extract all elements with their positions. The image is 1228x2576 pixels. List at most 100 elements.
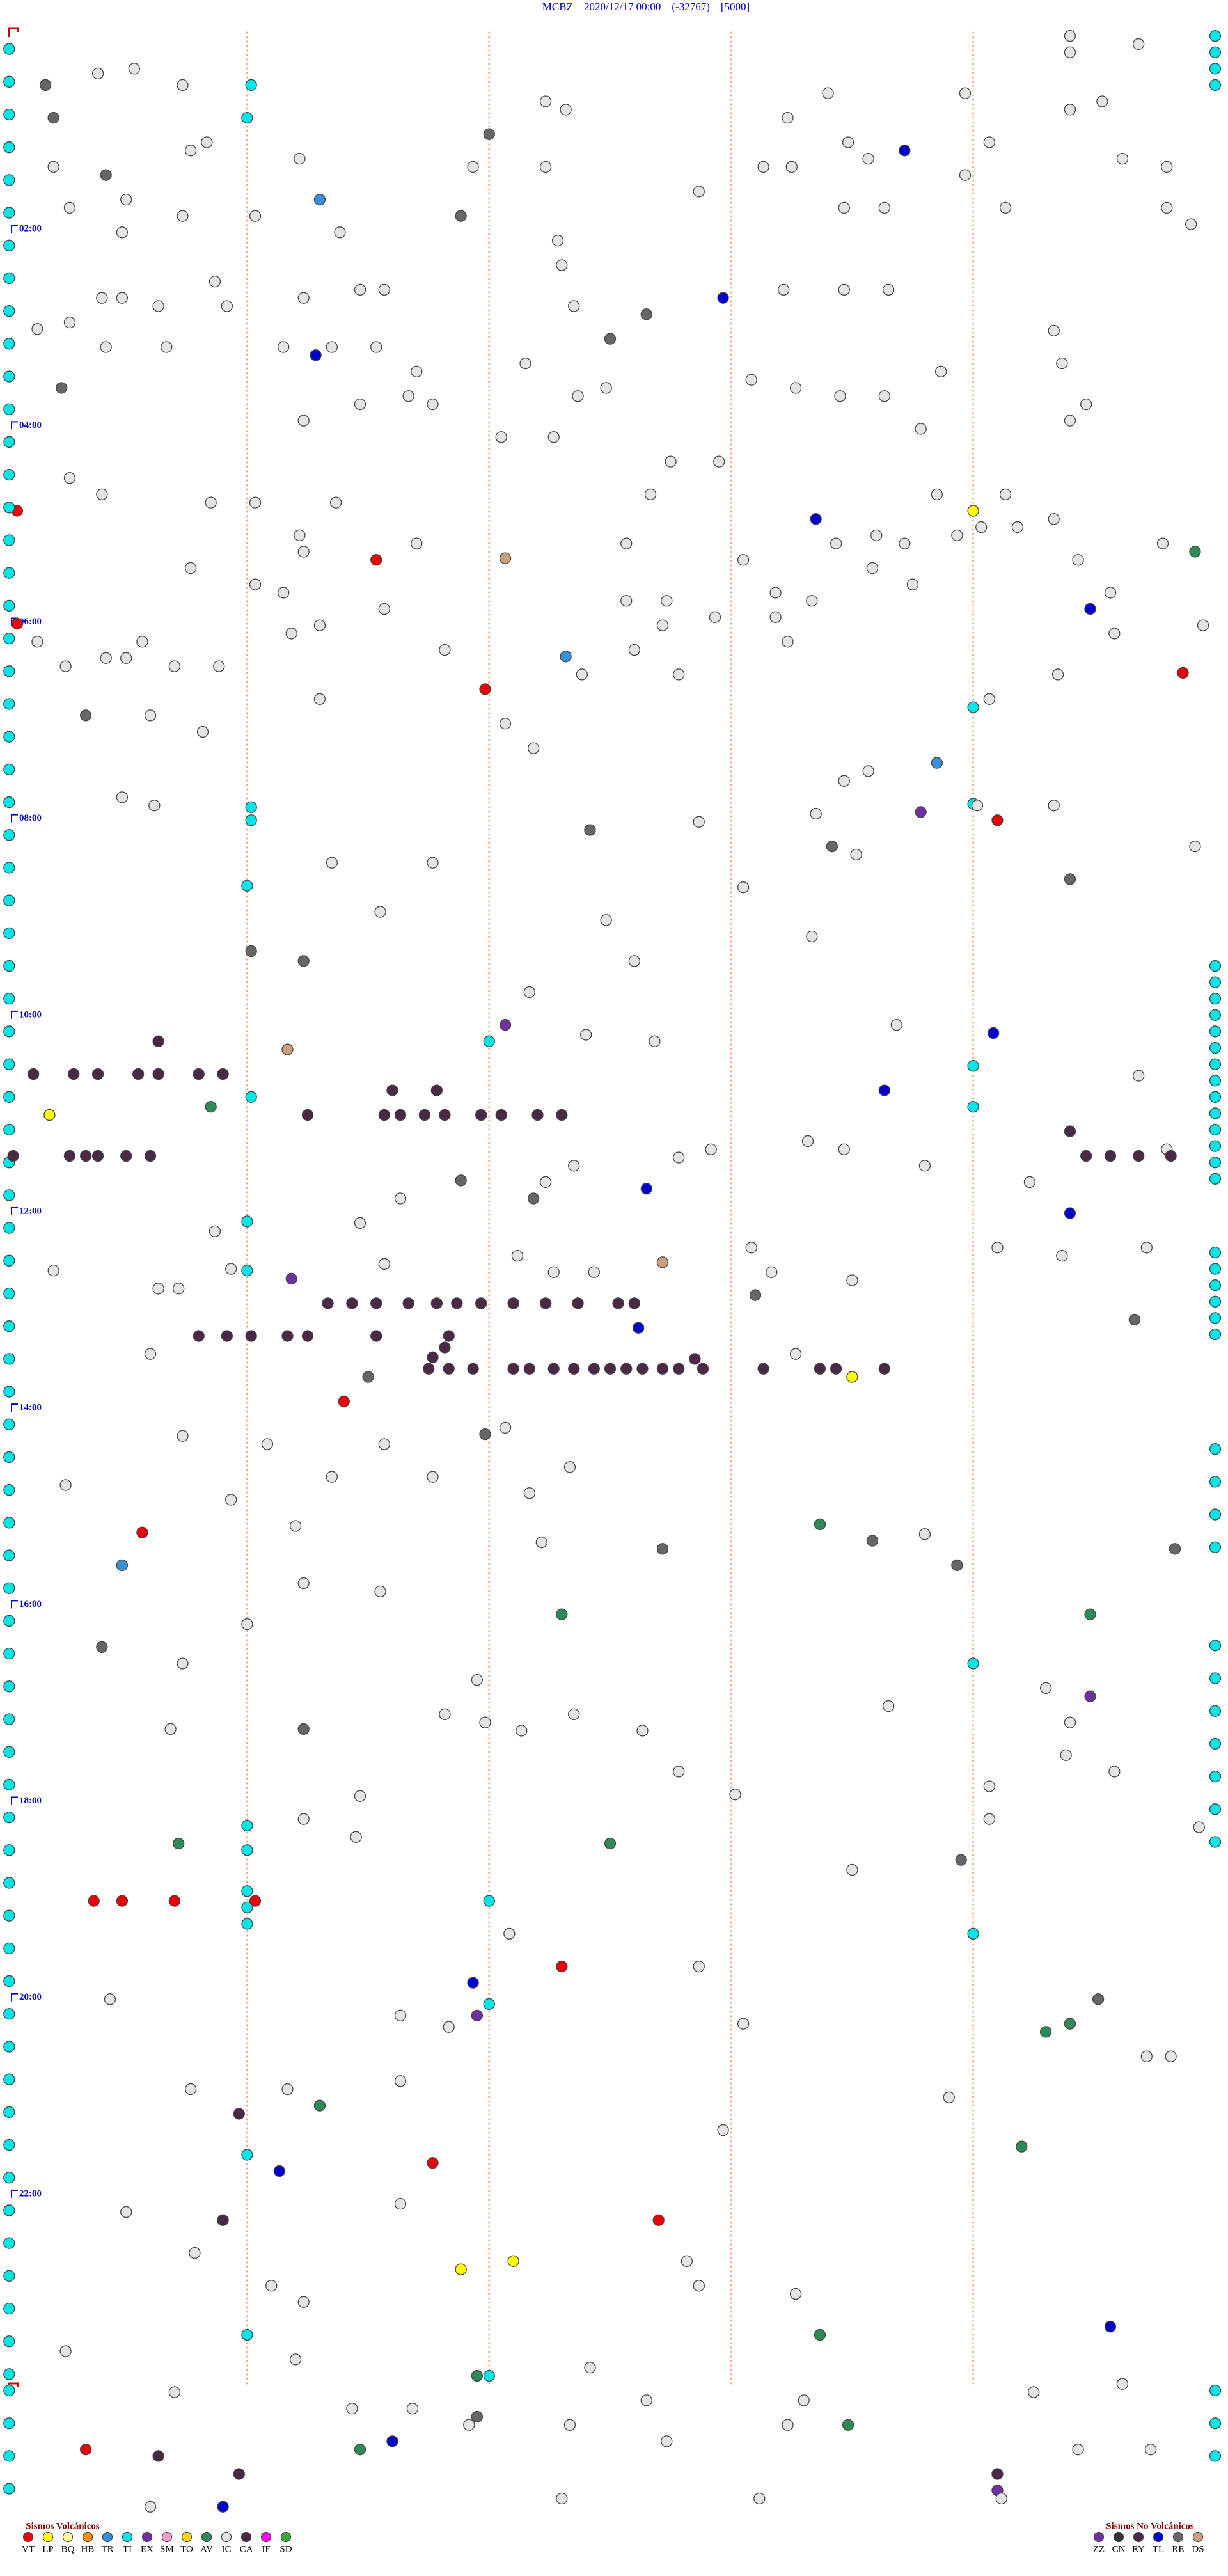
day-start-bracket [8,27,19,37]
event-point [915,806,927,818]
event-point [3,1778,15,1791]
event-point [846,1863,858,1876]
event-point [177,79,189,91]
event-point [189,2247,201,2259]
event-point [3,2483,15,2495]
event-point [523,1363,536,1375]
event-point [673,1363,685,1375]
event-point [519,357,531,370]
event-point [1209,1672,1222,1684]
event-point [402,390,414,402]
event-point [394,2009,407,2021]
event-point [241,2328,253,2341]
event-point [3,43,15,55]
event-point [568,1160,580,1172]
event-point [439,644,451,656]
event-point [693,1960,705,1973]
tick-bracket [11,225,18,233]
event-point [168,660,181,672]
legend-label: BQ [61,2544,75,2554]
event-point [241,1215,253,1228]
event-point [294,152,306,165]
event-point [116,292,129,304]
event-point [177,210,189,222]
event-point [301,1109,314,1121]
event-point [3,436,15,448]
event-point [177,1430,189,1442]
event-point [116,226,129,239]
tick-bracket [11,421,18,430]
event-point [3,1025,15,1038]
event-point [483,1895,495,1907]
event-point [354,2444,366,2456]
event-point [120,2206,132,2218]
event-point [547,1266,560,1278]
event-point [205,1101,217,1113]
event-point [749,1289,762,1301]
event-point [3,1517,15,1529]
event-point [1209,1058,1222,1070]
event-point [467,1363,479,1375]
legend-swatch [1192,2531,1204,2543]
legend-swatch [240,2531,252,2543]
legend-label: VT [22,2544,35,2554]
event-point [91,67,104,80]
legend-label: TR [101,2544,113,2554]
event-point [1165,2050,1177,2062]
event-point [217,2501,229,2513]
event-point [1209,29,1222,42]
event-point [241,1819,253,1832]
event-point [394,1109,407,1121]
tick-bracket [11,2189,18,2198]
legend-swatch [260,2531,272,2543]
legend-label: TL [1153,2544,1164,2554]
event-point [241,1901,253,1914]
event-point [3,1877,15,1889]
event-point [878,1363,891,1375]
event-point [3,1680,15,1693]
legend-swatch [1113,2531,1124,2543]
event-point [225,1263,237,1275]
event-point [556,2492,568,2505]
event-point [3,468,15,481]
event-point [1165,1150,1177,1162]
event-point [297,292,310,304]
event-point [547,1363,560,1375]
legend-label: CA [240,2544,253,2554]
event-point [411,365,423,378]
event-point [999,201,1012,214]
event-point [1209,63,1222,75]
event-point [640,1183,652,1195]
event-point [11,617,24,630]
event-point [3,1549,15,1561]
event-point [1064,1125,1076,1137]
legend-label: ZZ [1093,2544,1105,2554]
legend-swatch [122,2531,133,2543]
event-point [1161,201,1173,214]
event-point [63,1150,76,1162]
event-point [1177,667,1189,679]
legend-label: LP [42,2544,54,2554]
event-point [983,1813,995,1825]
legend-label: TI [123,2544,132,2554]
event-point [221,1330,233,1342]
event-point [294,529,306,541]
event-point [830,1363,842,1375]
event-point [241,2149,253,2161]
event-point [196,725,209,738]
event-point [1072,554,1084,566]
event-point [100,169,112,181]
event-point [983,693,995,705]
event-point [350,1831,362,1843]
event-point [144,2501,157,2513]
event-point [120,652,132,664]
event-point [354,1790,366,1802]
event-point [1209,1803,1222,1815]
event-point [144,709,157,722]
event-point [249,578,262,590]
legend-label: DS [1192,2544,1204,2554]
event-point [378,603,390,615]
event-point [483,1035,495,1047]
event-point [370,1297,382,1309]
event-point [205,496,217,509]
